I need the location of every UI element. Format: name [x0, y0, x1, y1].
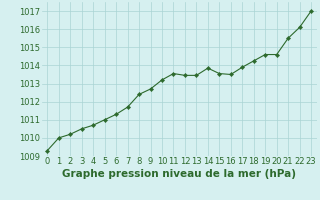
- X-axis label: Graphe pression niveau de la mer (hPa): Graphe pression niveau de la mer (hPa): [62, 169, 296, 179]
